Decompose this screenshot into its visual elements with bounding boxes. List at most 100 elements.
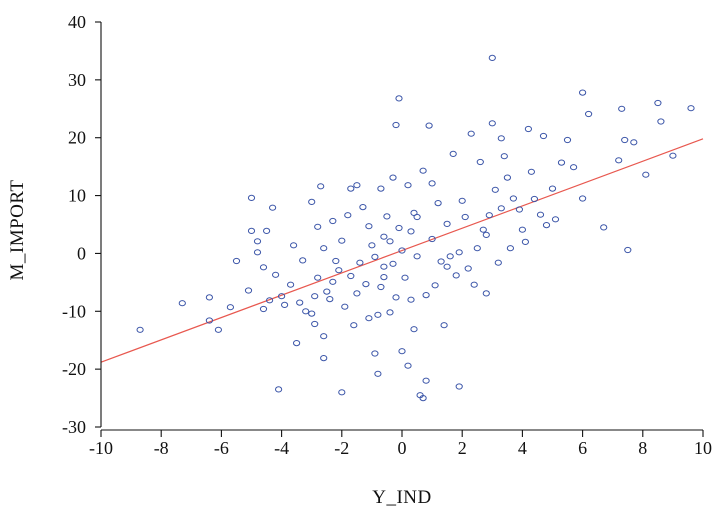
- x-tick-label: -8: [154, 438, 169, 458]
- data-point: [455, 249, 463, 256]
- data-point: [476, 158, 484, 166]
- data-point: [485, 212, 493, 219]
- data-point: [615, 157, 623, 164]
- data-point: [329, 278, 337, 285]
- data-point: [398, 348, 406, 355]
- data-point: [464, 265, 472, 272]
- data-point: [431, 282, 439, 289]
- data-point: [263, 227, 271, 234]
- data-point: [314, 223, 322, 230]
- data-point: [214, 326, 222, 333]
- data-point: [434, 200, 442, 207]
- data-point: [253, 238, 262, 245]
- data-point: [503, 174, 511, 181]
- data-point: [136, 326, 144, 333]
- x-tick-label: 0: [398, 438, 407, 458]
- data-point: [618, 105, 626, 112]
- data-point: [244, 287, 253, 294]
- data-point: [410, 209, 418, 216]
- regression-line: [100, 138, 704, 363]
- data-point: [527, 168, 536, 175]
- data-point: [386, 238, 394, 245]
- data-point: [317, 183, 325, 190]
- data-point: [335, 267, 343, 274]
- data-points-layer: [136, 54, 695, 402]
- data-point: [600, 224, 608, 231]
- data-point: [356, 259, 364, 266]
- data-point: [269, 204, 277, 211]
- data-point: [579, 89, 587, 96]
- data-point: [281, 301, 289, 308]
- data-point: [392, 294, 400, 301]
- data-point: [551, 216, 560, 223]
- data-point: [247, 227, 256, 234]
- y-tick-label: 20: [68, 128, 86, 148]
- data-point: [278, 293, 286, 300]
- data-point: [530, 195, 539, 203]
- data-point: [341, 303, 349, 310]
- x-tick-label: -6: [214, 438, 229, 458]
- y-tick-label: -30: [62, 417, 86, 437]
- data-point: [338, 389, 346, 396]
- data-point: [293, 340, 301, 347]
- data-point: [311, 320, 319, 328]
- data-point: [509, 195, 518, 202]
- data-point: [374, 370, 382, 377]
- data-point: [494, 259, 502, 266]
- data-point: [654, 99, 662, 107]
- data-point: [344, 212, 352, 219]
- x-tick-label: -4: [274, 438, 289, 458]
- x-tick-label: 8: [638, 438, 647, 458]
- data-point: [380, 233, 388, 240]
- x-tick-label: -2: [334, 438, 349, 458]
- data-point: [308, 198, 316, 205]
- data-point: [548, 185, 557, 192]
- data-point: [585, 110, 593, 118]
- data-point: [359, 204, 367, 211]
- data-point: [518, 226, 527, 233]
- data-point: [488, 120, 496, 127]
- y-tick-label: 10: [68, 186, 86, 206]
- data-point: [657, 118, 665, 125]
- data-point: [380, 263, 388, 270]
- data-point: [205, 294, 213, 301]
- data-point: [371, 350, 379, 357]
- data-point: [422, 377, 430, 384]
- y-tick-label: 0: [77, 243, 86, 263]
- data-point: [401, 274, 409, 281]
- data-point: [275, 386, 283, 393]
- data-point: [443, 220, 451, 227]
- data-point: [642, 171, 650, 178]
- data-point: [395, 224, 403, 232]
- data-point: [542, 222, 551, 229]
- data-point: [521, 238, 530, 245]
- data-point: [419, 167, 427, 174]
- data-point: [557, 159, 566, 166]
- data-point: [467, 130, 475, 137]
- data-point: [377, 185, 385, 192]
- data-point: [563, 136, 572, 144]
- data-point: [353, 290, 361, 297]
- data-point: [332, 257, 340, 265]
- data-point: [329, 217, 337, 225]
- data-point: [413, 253, 421, 260]
- x-tick-label: 10: [694, 438, 712, 458]
- x-tick-label: 2: [458, 438, 467, 458]
- data-point: [383, 213, 391, 220]
- data-point: [308, 310, 316, 317]
- data-point: [338, 237, 346, 244]
- y-tick-label: -10: [62, 301, 86, 321]
- data-point: [323, 288, 331, 295]
- data-point: [299, 257, 307, 264]
- regression-line-layer: [100, 138, 704, 363]
- data-point: [422, 292, 430, 299]
- data-point: [539, 132, 548, 140]
- data-point: [362, 281, 370, 288]
- data-point: [253, 249, 262, 256]
- y-tick-label: 30: [68, 70, 86, 90]
- data-point: [259, 264, 268, 271]
- data-point: [624, 246, 632, 254]
- data-point: [395, 95, 403, 102]
